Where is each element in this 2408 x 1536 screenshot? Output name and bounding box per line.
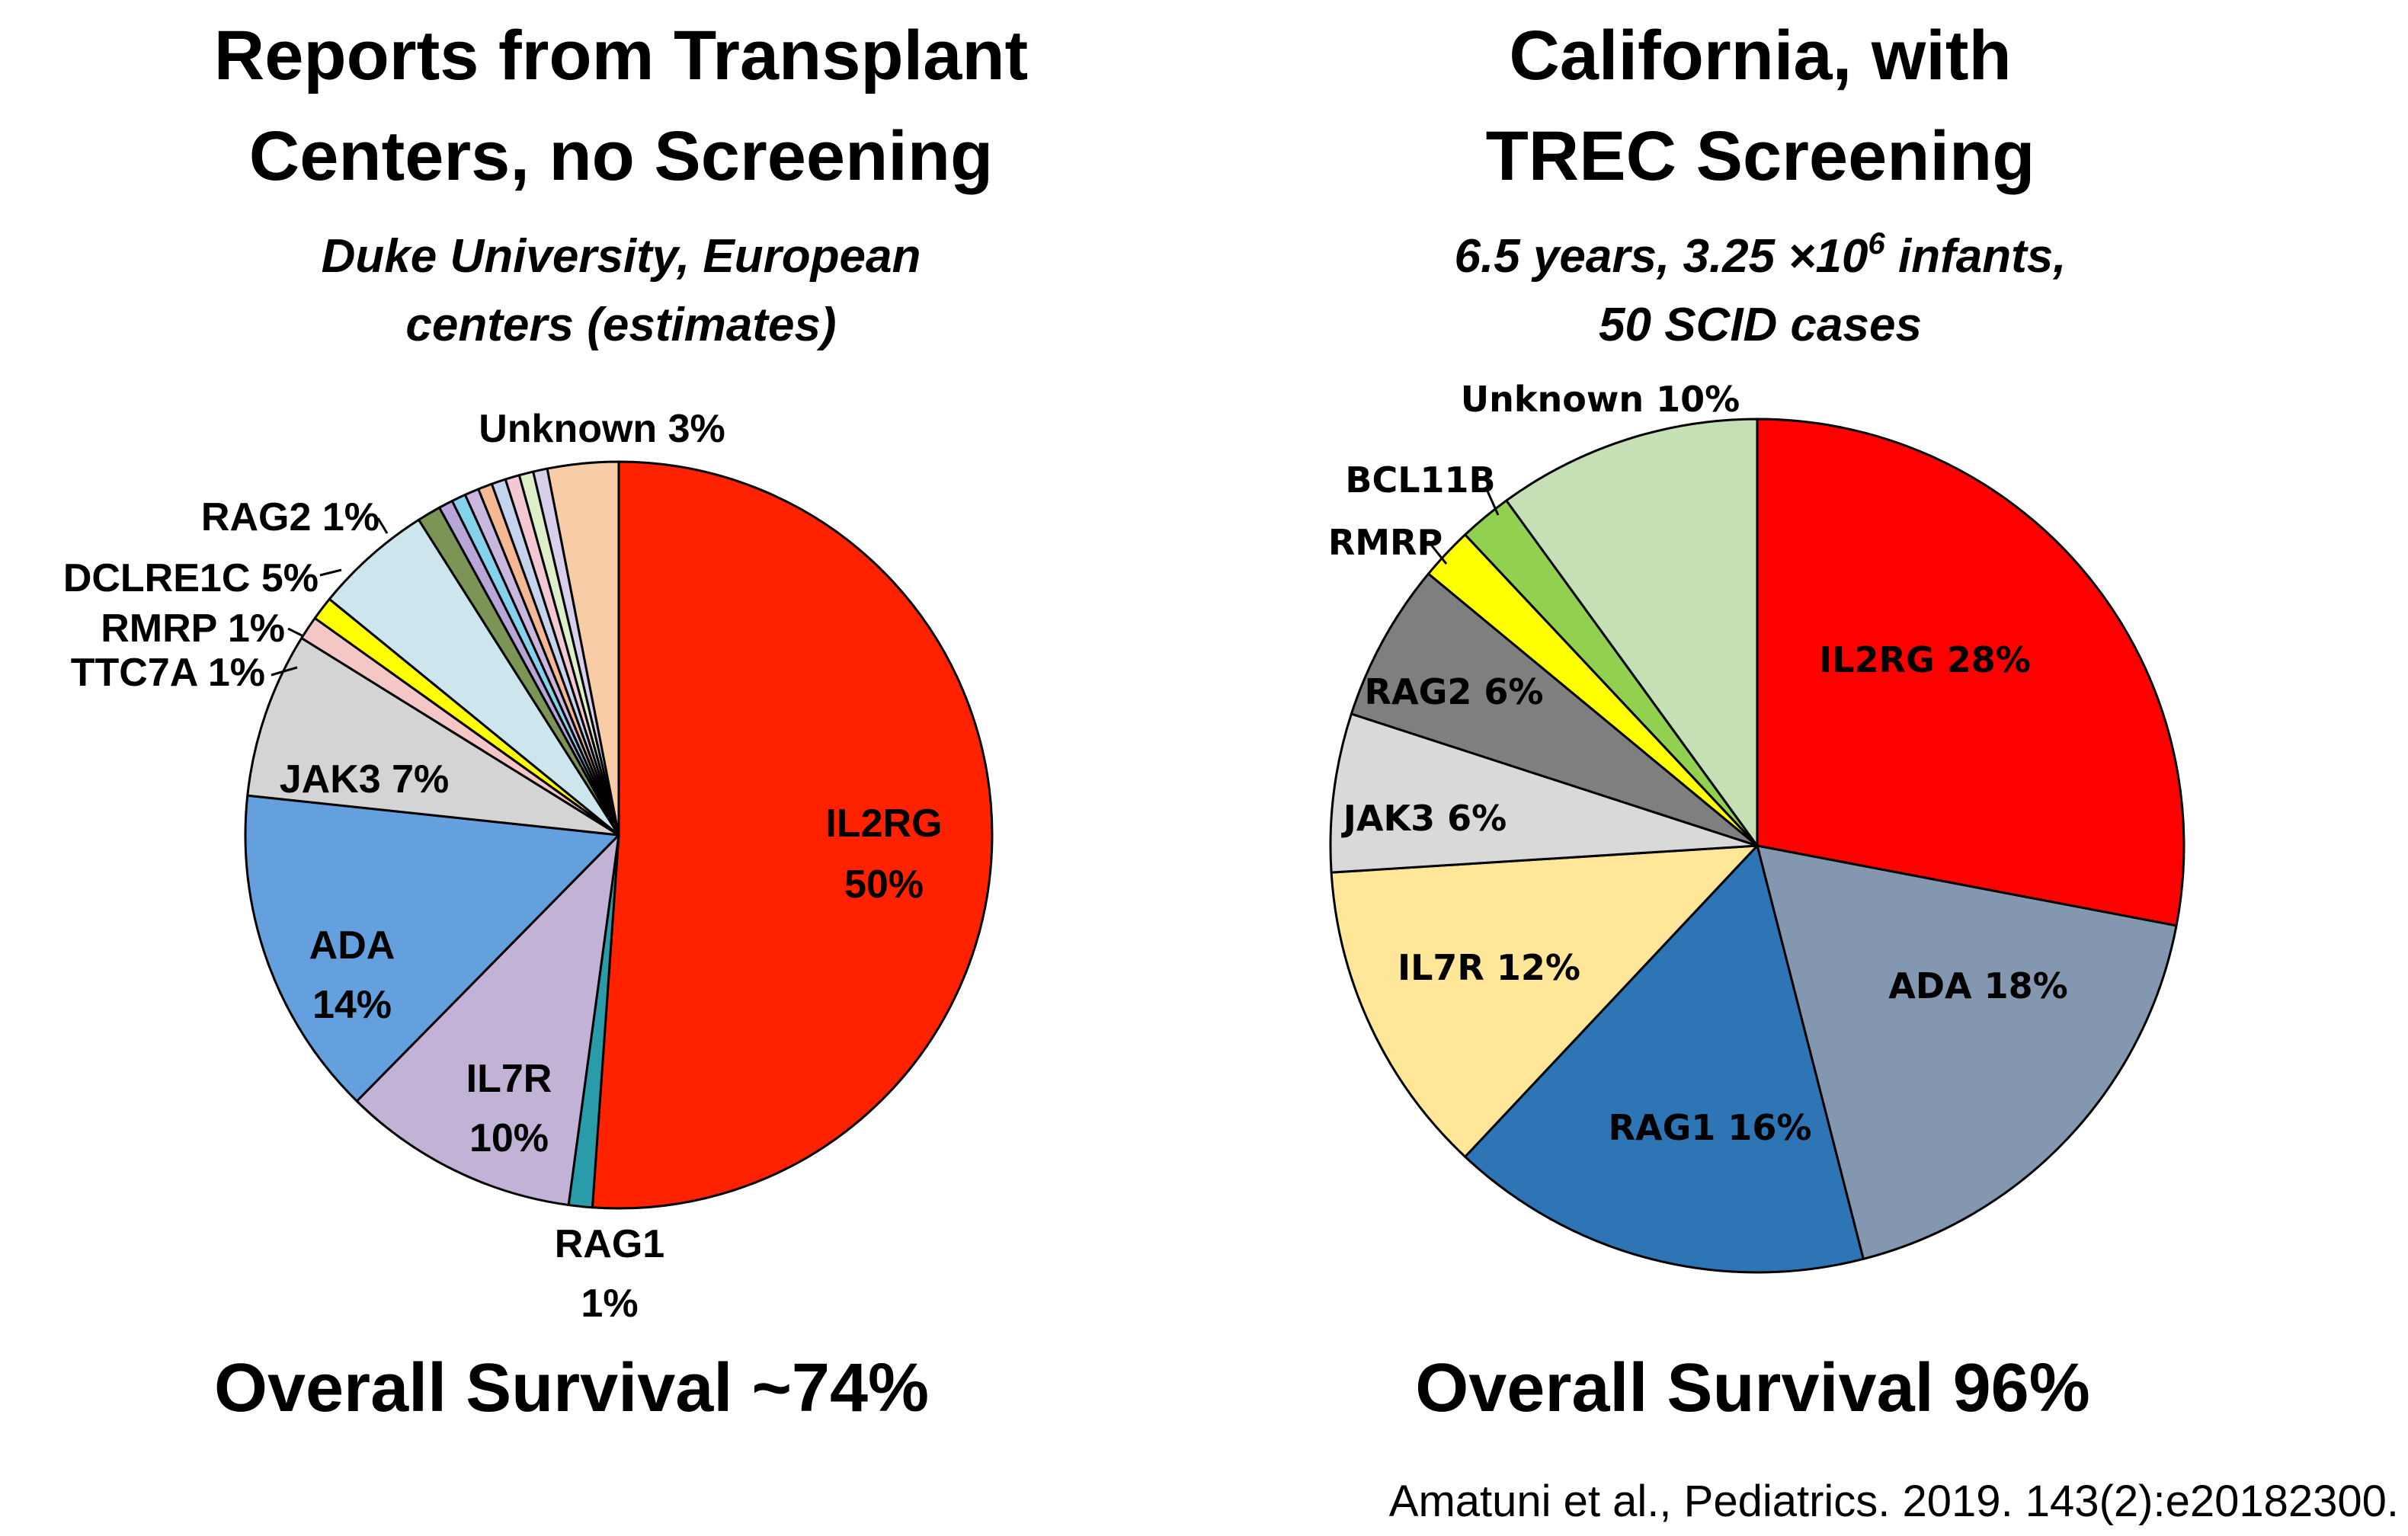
label-rag1-line-2: 1%	[581, 1282, 638, 1326]
label-ada-line-2: 14%	[312, 983, 392, 1027]
label-il2rg-right: IL2RG 28%	[1819, 639, 2031, 680]
label-rag1-line-1: RAG1	[555, 1222, 664, 1266]
leader-line-rag2	[376, 517, 389, 534]
right-panel: California, with TREC Screening 6.5 year…	[1328, 17, 2185, 1426]
label-il2rg-line-2: 50%	[844, 862, 924, 907]
label-rag1-right: RAG1 16%	[1609, 1107, 1812, 1148]
left-title-line-1: Reports from Transplant	[214, 17, 1028, 94]
label-jak3: JAK3 7%	[280, 757, 450, 802]
right-subtitle-line-1: 6.5 years, 3.25 ×106 infants,	[1455, 227, 2067, 283]
right-slice-unknown	[1505, 418, 1759, 847]
right-slice-ada	[1756, 844, 2178, 1260]
leader-line-ttc7a	[271, 666, 298, 677]
left-panel: Reports from Transplant Centers, no Scre…	[63, 17, 1028, 1426]
citation: Amatuni et al., Pediatrics. 2019. 143(2)…	[1389, 1477, 2399, 1526]
label-ada-line-1: ADA	[309, 923, 395, 968]
right-survival: Overall Survival 96%	[1415, 1350, 2090, 1426]
left-title-line-2: Centers, no Screening	[249, 117, 993, 195]
label-il7r-right: IL7R 12%	[1398, 947, 1580, 988]
left-subtitle-line-2: centers (estimates)	[405, 299, 836, 351]
label-rag2-right: RAG2 6%	[1365, 671, 1544, 712]
left-slice-il7r	[355, 834, 620, 1207]
right-subtitle-line-2: 50 SCID cases	[1599, 299, 1922, 351]
label-unknown: Unknown 3%	[479, 407, 725, 451]
left-subtitle-line-1: Duke University, European	[322, 230, 921, 283]
left-slice-ada	[244, 794, 620, 1102]
left-pie	[244, 460, 994, 1210]
label-ttc7a: TTC7A 1%	[71, 651, 265, 695]
right-pie	[1329, 418, 2185, 1274]
left-survival: Overall Survival ~74%	[214, 1350, 929, 1426]
label-dclre1c: DCLRE1C 5%	[63, 556, 319, 600]
label-il7r-line-2: 10%	[469, 1116, 549, 1160]
right-slice-labels: IL2RG 28% ADA 18% RAG1 16% IL7R 12% JAK3…	[1328, 379, 2068, 1148]
right-slice-il2rg	[1756, 418, 2185, 927]
left-slice-il2rg	[591, 460, 994, 1210]
left-slice-labels: IL2RG 50% RAG1 1% IL7R 10% ADA 14% JAK3 …	[63, 407, 943, 1326]
leader-line-rmrp-right	[1427, 540, 1448, 565]
label-il2rg-line-1: IL2RG	[825, 802, 942, 846]
right-leader-lines	[1427, 487, 1500, 565]
left-slice-unknown	[546, 460, 620, 837]
right-slice-rag2	[1350, 572, 1759, 847]
right-slice-rag1	[1464, 844, 1865, 1274]
right-slice-jak3	[1329, 712, 1759, 874]
right-title-line-2: TREC Screening	[1486, 117, 2035, 195]
label-rmrp-right: RMRP	[1328, 522, 1443, 563]
label-rag2: RAG2 1%	[201, 495, 379, 539]
label-rmrp: RMRP 1%	[101, 606, 285, 651]
left-slice-dclre1c	[328, 518, 620, 837]
label-unknown-right: Unknown 10%	[1461, 379, 1740, 420]
left-slice-jak3	[246, 637, 620, 837]
label-il7r-line-1: IL7R	[466, 1057, 552, 1101]
right-title-line-1: California, with	[1509, 17, 2011, 94]
subtitle-exponent: 6	[1868, 227, 1886, 261]
label-jak3-right: JAK3 6%	[1341, 798, 1507, 839]
label-ada-right: ADA 18%	[1888, 965, 2068, 1006]
left-leader-lines	[271, 517, 389, 677]
leader-line-bcl11b	[1484, 487, 1500, 516]
subtitle-rest: infants,	[1885, 230, 2067, 283]
right-slice-il7r	[1330, 844, 1759, 1158]
subtitle-base: 6.5 years, 3.25 ×10	[1455, 230, 1868, 283]
leader-line-rmrp	[287, 627, 304, 638]
leader-line-dclre1c	[319, 568, 342, 577]
label-bcl11b: BCL11B	[1345, 459, 1495, 501]
